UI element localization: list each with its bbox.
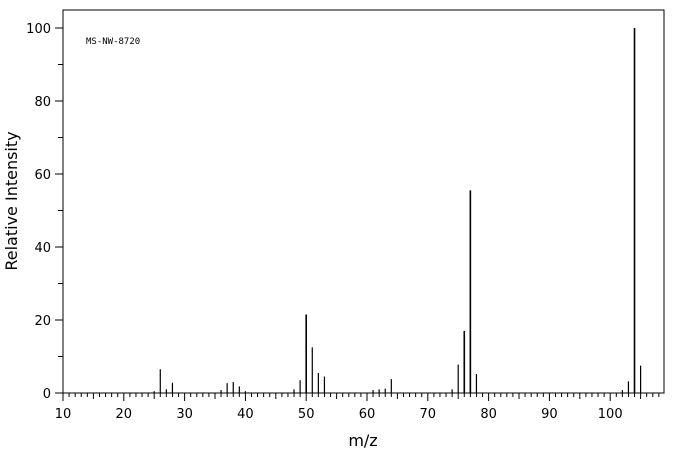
x-axis-ticks: 10 20 30 40 50 60 70 80 90 100 bbox=[55, 393, 660, 422]
y-axis-ticks: 0 20 40 60 80 100 bbox=[26, 22, 63, 402]
x-tick-label: 20 bbox=[116, 407, 133, 422]
x-tick-label: 30 bbox=[176, 407, 193, 422]
x-tick-label: 60 bbox=[359, 407, 376, 422]
x-tick-label: 70 bbox=[420, 407, 437, 422]
y-tick-label: 100 bbox=[26, 22, 51, 37]
y-tick-label: 20 bbox=[34, 314, 51, 329]
peak-bars bbox=[153, 28, 642, 393]
y-tick-label: 0 bbox=[43, 387, 51, 402]
plot-frame bbox=[62, 9, 665, 394]
x-tick-label: 10 bbox=[55, 407, 72, 422]
spectrum-id-label: MS-NW-8720 bbox=[86, 37, 140, 47]
x-tick-label: 80 bbox=[480, 407, 497, 422]
y-tick-label: 60 bbox=[34, 168, 51, 183]
x-tick-label: 100 bbox=[598, 407, 623, 422]
x-tick-label: 50 bbox=[298, 407, 315, 422]
x-tick-label: 90 bbox=[541, 407, 558, 422]
x-axis-title: m/z bbox=[348, 431, 377, 450]
x-tick-label: 40 bbox=[237, 407, 254, 422]
y-axis-title: Relative Intensity bbox=[2, 131, 21, 270]
y-tick-label: 80 bbox=[34, 95, 51, 110]
y-tick-label: 40 bbox=[34, 241, 51, 256]
